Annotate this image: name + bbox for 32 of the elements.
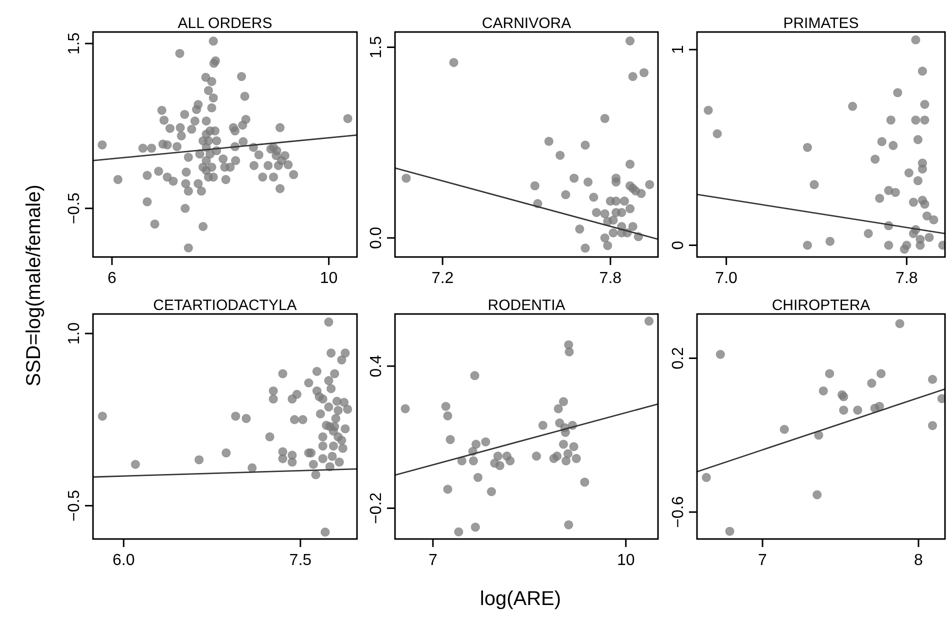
y-tick-label: 1.5 bbox=[368, 36, 385, 58]
y-tick-label: −0.6 bbox=[670, 496, 687, 528]
x-tick-label: 7.2 bbox=[431, 270, 454, 287]
x-tick-label: 10 bbox=[616, 552, 635, 569]
chart-title: CARNIVORA bbox=[482, 15, 572, 32]
chart-title: CHIROPTERA bbox=[772, 297, 870, 314]
y-tick-label: 1.5 bbox=[66, 32, 83, 55]
chart-title: CETARTIODACTYLA bbox=[153, 297, 297, 314]
chart-title: ALL ORDERS bbox=[178, 15, 272, 32]
y-tick-label: 0.0 bbox=[368, 226, 385, 250]
x-axis-title: log(ARE) bbox=[480, 588, 562, 610]
y-tick-label: 0 bbox=[670, 240, 687, 250]
y-tick-label: 0.4 bbox=[368, 354, 385, 378]
y-tick-label: 0.2 bbox=[670, 347, 687, 370]
x-tick-label: 7.8 bbox=[896, 270, 918, 287]
chart-title: PRIMATES bbox=[783, 15, 859, 32]
x-tick-label: 7 bbox=[758, 552, 768, 569]
x-tick-label: 6 bbox=[108, 270, 117, 287]
y-tick-label: 1 bbox=[670, 45, 687, 54]
x-tick-label: 7 bbox=[428, 552, 438, 569]
x-tick-label: 7.0 bbox=[715, 270, 738, 287]
y-tick-label: −0.5 bbox=[66, 490, 83, 522]
y-axis-title: SSD=log(male/female) bbox=[23, 184, 45, 386]
x-tick-label: 8 bbox=[914, 552, 924, 569]
y-tick-label: −0.2 bbox=[368, 492, 385, 524]
x-tick-label: 6.0 bbox=[112, 552, 135, 569]
y-tick-label: 1.0 bbox=[66, 322, 83, 345]
y-tick-label: −0.5 bbox=[66, 192, 83, 224]
x-tick-label: 7.8 bbox=[599, 270, 622, 287]
x-tick-label: 10 bbox=[320, 270, 338, 287]
chart-title: RODENTIA bbox=[488, 297, 566, 314]
x-tick-label: 7.5 bbox=[289, 552, 312, 569]
